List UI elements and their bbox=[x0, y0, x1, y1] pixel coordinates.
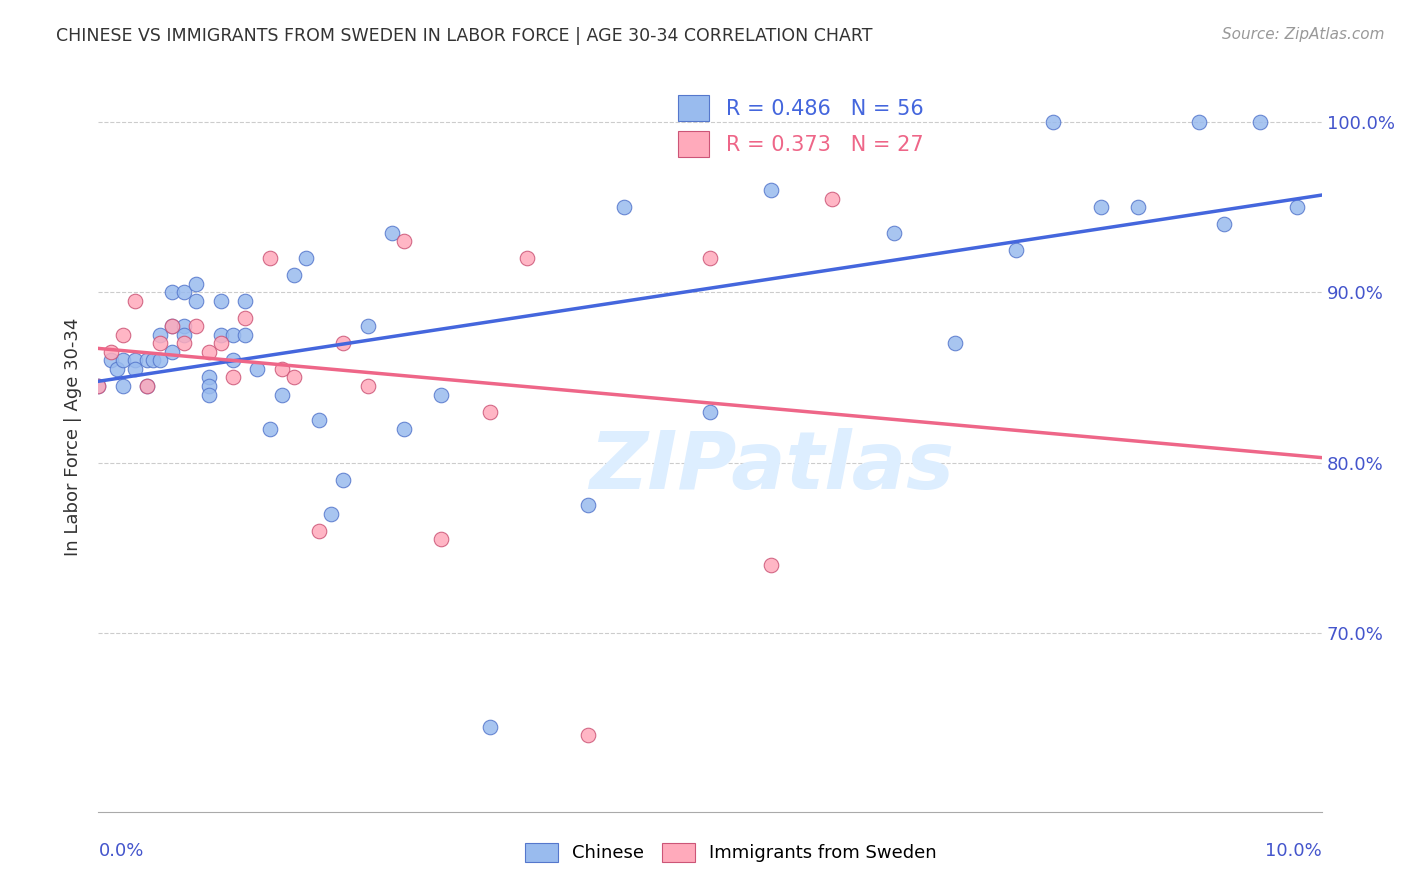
Point bbox=[308, 413, 330, 427]
Point bbox=[87, 379, 110, 393]
Point bbox=[516, 252, 538, 266]
Point bbox=[1212, 217, 1234, 231]
Point bbox=[332, 473, 354, 487]
Point bbox=[222, 353, 245, 368]
Point bbox=[283, 370, 305, 384]
Point bbox=[136, 353, 159, 368]
Point bbox=[124, 353, 146, 368]
Point bbox=[283, 268, 305, 283]
Point bbox=[1249, 115, 1271, 129]
Point bbox=[111, 379, 134, 393]
Point bbox=[222, 327, 245, 342]
Point bbox=[209, 336, 232, 351]
Point bbox=[111, 327, 134, 342]
Point bbox=[100, 345, 122, 359]
Point bbox=[233, 310, 256, 325]
Point bbox=[149, 327, 172, 342]
Point bbox=[319, 507, 342, 521]
Point bbox=[186, 277, 208, 291]
Point bbox=[209, 327, 232, 342]
Point bbox=[392, 421, 416, 435]
Point bbox=[759, 183, 782, 197]
Point bbox=[1004, 243, 1026, 257]
Point bbox=[613, 200, 636, 214]
Text: Source: ZipAtlas.com: Source: ZipAtlas.com bbox=[1222, 27, 1385, 42]
Text: 0.0%: 0.0% bbox=[98, 842, 143, 860]
Point bbox=[87, 379, 110, 393]
Text: ZIPatlas: ZIPatlas bbox=[589, 428, 953, 506]
Point bbox=[821, 192, 844, 206]
Point bbox=[173, 336, 195, 351]
Point bbox=[883, 226, 905, 240]
Point bbox=[105, 362, 128, 376]
Point bbox=[136, 379, 159, 393]
Point bbox=[259, 252, 281, 266]
Point bbox=[149, 336, 172, 351]
Point bbox=[430, 387, 453, 401]
Point bbox=[270, 362, 292, 376]
Point bbox=[186, 293, 208, 308]
Point bbox=[197, 379, 219, 393]
Point bbox=[576, 728, 599, 742]
Point bbox=[1286, 200, 1309, 214]
Point bbox=[233, 293, 256, 308]
Point bbox=[173, 285, 195, 300]
Point bbox=[356, 379, 378, 393]
Point bbox=[430, 533, 453, 547]
Point bbox=[1042, 115, 1064, 129]
Point bbox=[576, 498, 599, 512]
Point bbox=[1090, 200, 1112, 214]
Point bbox=[478, 404, 501, 418]
Point bbox=[160, 319, 183, 334]
Point bbox=[381, 226, 404, 240]
Point bbox=[111, 353, 134, 368]
Point bbox=[222, 370, 245, 384]
Point bbox=[1128, 200, 1150, 214]
Point bbox=[197, 370, 219, 384]
Point bbox=[173, 319, 195, 334]
Point bbox=[392, 234, 416, 248]
Legend: Chinese, Immigrants from Sweden: Chinese, Immigrants from Sweden bbox=[519, 836, 943, 870]
Y-axis label: In Labor Force | Age 30-34: In Labor Force | Age 30-34 bbox=[63, 318, 82, 557]
Point bbox=[943, 336, 966, 351]
Point bbox=[142, 353, 165, 368]
Point bbox=[100, 353, 122, 368]
Point bbox=[136, 379, 159, 393]
Point bbox=[699, 404, 721, 418]
Point bbox=[699, 252, 721, 266]
Point bbox=[1188, 115, 1211, 129]
Point bbox=[270, 387, 292, 401]
Point bbox=[308, 524, 330, 538]
Point bbox=[233, 327, 256, 342]
Point bbox=[186, 319, 208, 334]
Point bbox=[160, 319, 183, 334]
Text: CHINESE VS IMMIGRANTS FROM SWEDEN IN LABOR FORCE | AGE 30-34 CORRELATION CHART: CHINESE VS IMMIGRANTS FROM SWEDEN IN LAB… bbox=[56, 27, 873, 45]
Point bbox=[197, 387, 219, 401]
Legend: R = 0.486   N = 56, R = 0.373   N = 27: R = 0.486 N = 56, R = 0.373 N = 27 bbox=[678, 95, 924, 157]
Point bbox=[332, 336, 354, 351]
Point bbox=[160, 345, 183, 359]
Point bbox=[759, 558, 782, 572]
Point bbox=[149, 353, 172, 368]
Point bbox=[124, 293, 146, 308]
Point bbox=[160, 285, 183, 300]
Point bbox=[259, 421, 281, 435]
Point bbox=[246, 362, 269, 376]
Point bbox=[197, 345, 219, 359]
Point bbox=[173, 327, 195, 342]
Point bbox=[356, 319, 378, 334]
Point bbox=[478, 720, 501, 734]
Point bbox=[124, 362, 146, 376]
Point bbox=[209, 293, 232, 308]
Point bbox=[295, 252, 318, 266]
Text: 10.0%: 10.0% bbox=[1265, 842, 1322, 860]
